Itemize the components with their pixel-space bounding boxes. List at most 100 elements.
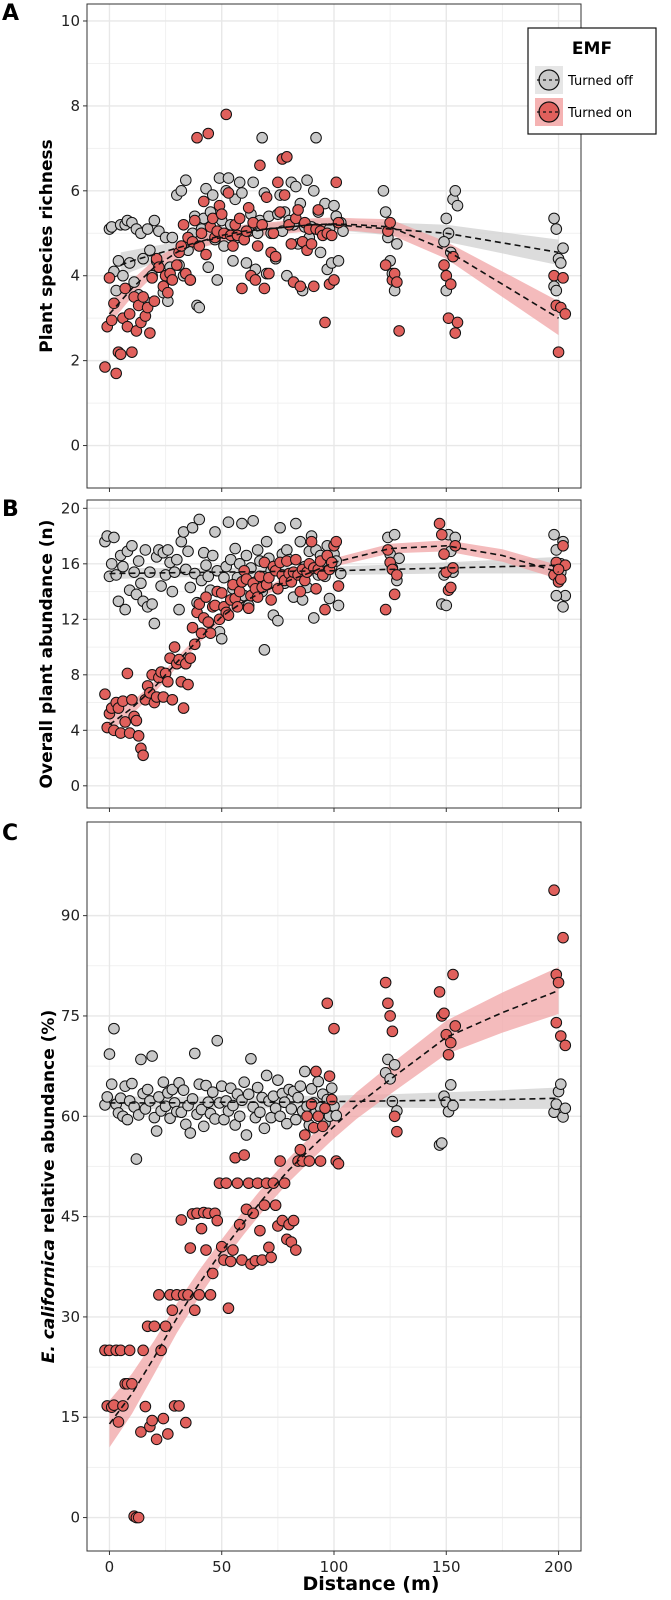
data-point-off	[101, 1091, 114, 1103]
data-point-off	[148, 214, 161, 227]
data-point-on	[554, 1030, 567, 1042]
y-tick-label: 60	[61, 1107, 80, 1125]
data-point-on	[175, 240, 188, 252]
data-point-on	[233, 585, 246, 598]
data-point-on	[449, 1020, 462, 1032]
data-point-off	[105, 558, 118, 570]
data-point-off	[251, 1081, 264, 1094]
data-point-on	[301, 1110, 313, 1123]
data-point-off	[260, 1069, 273, 1082]
data-point-on	[557, 931, 569, 944]
data-point-on	[193, 1289, 206, 1301]
data-point-off	[184, 581, 197, 594]
data-point-off	[112, 595, 125, 608]
data-point-on	[119, 282, 131, 295]
data-point-off	[301, 174, 313, 186]
data-point-on	[126, 1377, 138, 1390]
data-point-on	[254, 159, 266, 172]
data-point-on	[449, 327, 462, 339]
data-point-off	[121, 1113, 134, 1126]
y-tick-label: 12	[61, 610, 80, 628]
data-point-on	[388, 1110, 401, 1123]
data-point-off	[548, 528, 560, 541]
data-point-off	[554, 257, 567, 269]
data-point-on	[438, 1007, 450, 1020]
y-axis-label-rest: relative abundance (%)	[39, 1010, 59, 1239]
data-point-on	[135, 1426, 147, 1438]
data-point-on	[130, 714, 143, 727]
data-point-on	[330, 535, 343, 548]
data-point-off	[130, 1153, 143, 1165]
data-point-on	[108, 297, 120, 310]
data-point-off	[197, 1120, 210, 1133]
data-point-off	[128, 566, 140, 578]
data-point-off	[299, 1065, 311, 1078]
data-point-off	[202, 570, 215, 583]
data-point-off	[290, 1113, 302, 1126]
data-point-off	[130, 588, 143, 601]
data-point-on	[193, 598, 206, 610]
data-point-off	[108, 531, 120, 544]
x-tick-label: 150	[432, 1558, 461, 1576]
data-point-on	[552, 563, 565, 576]
y-tick-label: 2	[70, 352, 80, 370]
data-point-off	[162, 544, 174, 556]
data-point-off	[554, 1078, 567, 1090]
data-point-off	[247, 176, 259, 189]
legend-label-on: Turned on	[567, 106, 632, 121]
data-point-on	[393, 325, 405, 337]
data-point-on	[251, 240, 264, 252]
data-point-off	[227, 255, 239, 267]
data-point-on	[263, 571, 275, 584]
data-point-off	[449, 185, 462, 197]
data-point-on	[249, 274, 262, 286]
data-point-on	[312, 204, 325, 216]
data-point-off	[274, 1110, 286, 1123]
data-point-off	[209, 526, 221, 538]
data-point-on	[204, 627, 217, 639]
data-point-off	[332, 255, 345, 267]
data-point-on	[557, 272, 569, 284]
data-point-on	[162, 1428, 174, 1440]
data-point-on	[290, 1244, 302, 1256]
data-point-on	[103, 272, 116, 284]
data-point-on	[278, 189, 291, 201]
data-point-off	[188, 567, 201, 580]
x-tick-label: 0	[105, 1558, 115, 1576]
data-point-on	[231, 601, 244, 613]
data-point-on	[123, 308, 136, 320]
data-point-on	[114, 348, 127, 361]
data-point-off	[440, 212, 453, 225]
data-point-on	[332, 216, 345, 229]
data-point-off	[173, 603, 185, 616]
data-point-off	[177, 1084, 190, 1096]
data-point-off	[260, 535, 273, 548]
data-point-off	[236, 517, 248, 530]
data-point-on	[328, 274, 340, 286]
data-point-on	[153, 1289, 165, 1301]
data-point-on	[177, 218, 190, 231]
data-point-off	[292, 1091, 304, 1104]
trend-line-on	[108, 989, 559, 1425]
data-point-on	[182, 678, 194, 691]
data-point-on	[168, 641, 181, 653]
data-point-on	[285, 238, 298, 250]
trend-line-off	[109, 1097, 559, 1104]
y-tick-label: 45	[61, 1208, 80, 1226]
data-point-off	[110, 569, 122, 581]
data-point-on	[274, 206, 286, 218]
data-point-on	[242, 201, 255, 214]
data-point-off	[105, 1078, 118, 1090]
data-point-on	[269, 1199, 282, 1212]
data-point-on	[303, 1155, 316, 1167]
data-point-on	[384, 216, 396, 229]
data-point-on	[184, 1242, 197, 1254]
legend-title: EMF	[572, 39, 612, 59]
data-point-off	[272, 614, 284, 627]
data-point-off	[157, 1076, 170, 1088]
data-point-off	[200, 559, 212, 572]
data-point-off	[146, 1050, 158, 1062]
data-point-on	[180, 1416, 192, 1429]
y-tick-label: 8	[70, 666, 80, 684]
x-tick-label: 50	[212, 1558, 231, 1576]
